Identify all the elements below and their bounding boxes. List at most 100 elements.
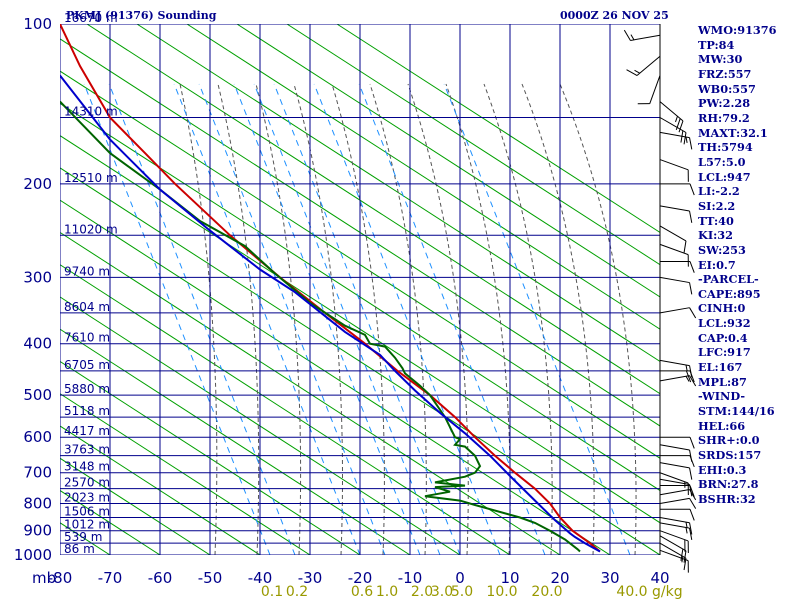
index-item: LCL:932 [698,316,751,331]
dry-adiabat [236,24,660,298]
index-item: LCL:947 [698,169,751,184]
barb-flag [689,485,695,497]
barb-shaft [659,489,690,496]
wind-barb [660,485,695,497]
index-item: FRZ:557 [698,66,752,81]
barb-shaft [659,307,690,314]
barb-shaft [659,535,687,552]
mixing-ratio-label: 0.6 [351,584,373,600]
wind-barb [659,131,693,150]
wind-barb [660,183,695,196]
height-label: 14310 m [64,105,118,119]
wind-barb [659,359,693,378]
moist-adiabat [521,83,595,555]
barb-shaft [649,75,661,104]
wind-barb [659,225,687,253]
mixing-ratio-line [173,83,361,555]
temperature-tick-label: 30 [600,569,619,587]
height-label: 86 m [64,542,95,556]
moist-adiabat [407,83,469,555]
index-item: TH:5794 [698,140,753,155]
height-label: 1506 m [64,505,110,519]
moist-adiabat [179,83,218,555]
wind-barb [660,260,695,273]
temperature-tick-label: -50 [198,569,223,587]
index-item: PW:2.28 [698,96,751,111]
index-item: EI:0.7 [698,257,736,272]
mixing-ratio-label: 1.0 [376,584,398,600]
wind-barb [659,243,689,267]
barb-flag [683,550,687,563]
barb-shaft [659,131,690,139]
height-label: 7610 m [64,331,110,345]
dry-adiabat [0,24,10,555]
wind-barb [659,522,693,540]
station-title: PKMJ (91376) Sounding [66,9,217,22]
mixing-ratio-line [273,83,461,555]
height-label: 3763 m [64,443,110,457]
barb-flag [680,548,684,561]
wind-barb [637,75,661,105]
barb-shaft [630,34,661,41]
barb-shaft [659,472,689,484]
dry-adiabat [60,360,361,555]
wind-barb [659,517,693,535]
barb-flag [680,130,684,143]
barb-shaft [659,549,689,562]
pressure-tick-label: 800 [23,495,52,513]
height-label: 5880 m [64,382,110,396]
barb-shaft [659,359,690,367]
dry-adiabat [60,70,660,459]
barb-shaft [659,225,687,242]
temperature-tick-label: 10 [500,569,519,587]
dry-adiabat [60,102,660,492]
wind-barb [659,276,693,295]
index-item: L57:5.0 [698,154,746,169]
temperature-tick-label: -40 [248,569,273,587]
index-item: BSHR:32 [698,492,756,506]
temperature-tick-label: -20 [348,569,373,587]
barb-flag [689,375,697,387]
height-label: 12510 m [64,171,118,185]
barb-flag [683,558,687,571]
pressure-tick-label: 900 [23,522,52,540]
wind-barb [659,375,697,387]
wind-barb [659,472,689,496]
index-item: TP:84 [698,37,735,52]
index-item: KI:32 [698,228,733,243]
index-item: TT:40 [698,213,734,228]
mixing-ratio-label: 0.1 [261,584,283,600]
wind-barb [659,530,689,553]
mixing-ratio-line [313,83,501,555]
barb-flag [689,449,693,462]
index-item: LFC:917 [698,345,751,360]
pressure-tick-label: 300 [23,268,52,286]
date-time: 0000Z 26 NOV 25 [560,9,669,22]
barb-flag [630,34,635,41]
barb-flag [689,528,693,540]
pressure-tick-label: 700 [23,464,52,482]
dry-adiabat [60,457,211,555]
barb-flag [685,376,690,382]
height-label: 539 m [64,530,102,544]
wind-barb [660,508,695,521]
pressure-tick-label: 400 [23,335,52,353]
barb-flag [689,437,695,449]
index-item: EHI:0.3 [698,462,747,477]
height-label: 16670 m [64,11,118,25]
barb-flag [675,118,681,131]
barb-flag [689,282,693,295]
height-label: 4417 m [64,424,110,438]
index-item: MPL:87 [698,374,747,389]
dry-adiabat [336,24,660,234]
mixing-ratio-line [253,83,441,555]
moist-adiabat [331,83,385,555]
index-item: CAP:0.4 [698,330,748,345]
temperature-tick-label: 40 [650,569,669,587]
index-item: -WIND- [698,389,746,404]
barb-shaft [659,101,684,122]
barb-shaft [659,462,690,469]
barb-shaft [659,517,690,524]
pressure-tick-label: 1000 [14,546,52,564]
barb-flag [689,484,693,497]
